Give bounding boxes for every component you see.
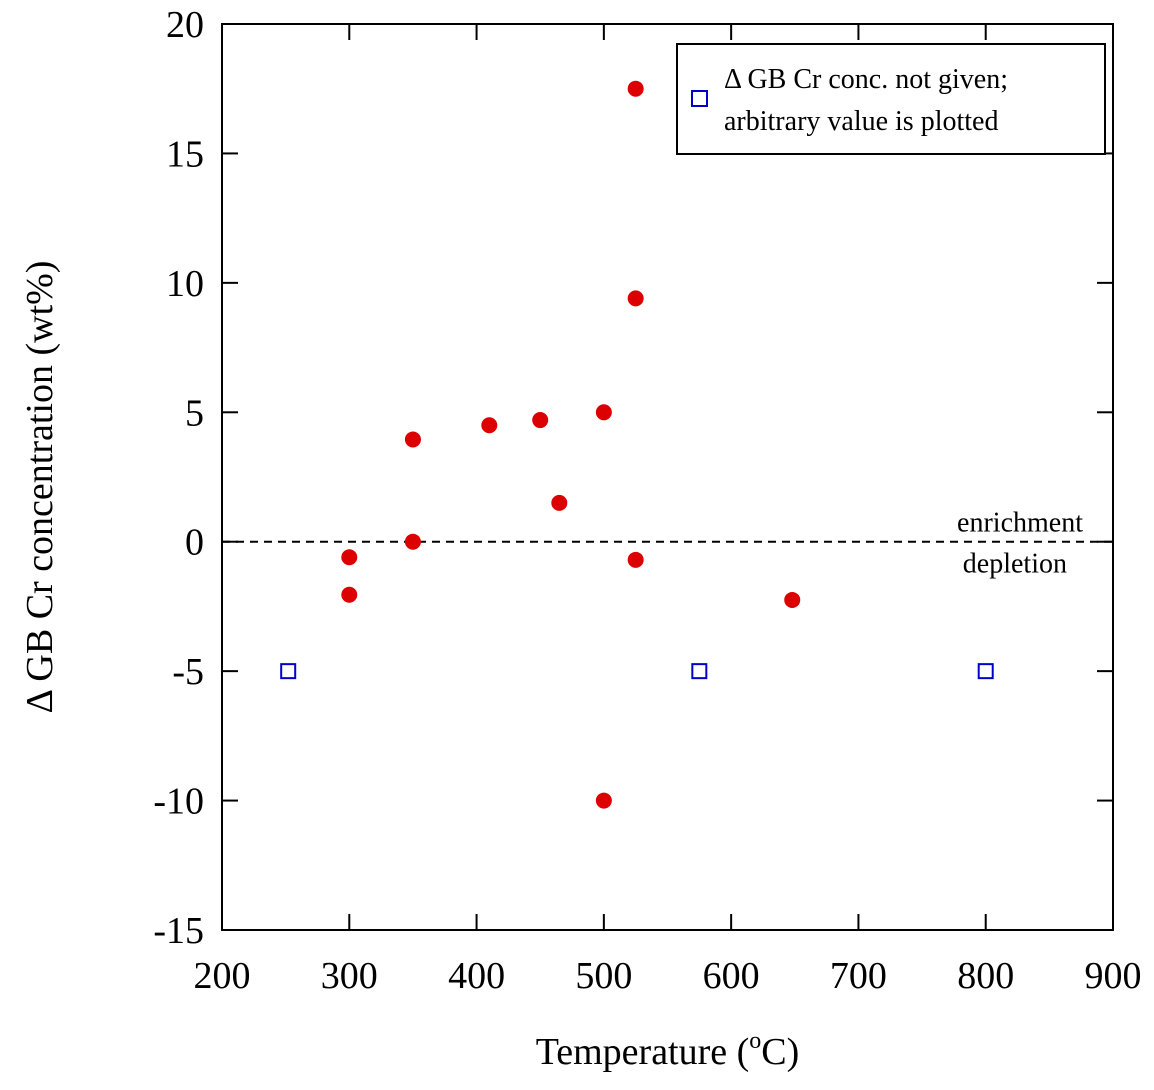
y-tick-label: 20 — [166, 4, 204, 46]
y-tick-label: -5 — [172, 651, 204, 693]
data-point-circle — [341, 586, 358, 603]
x-tick-label: 500 — [575, 955, 632, 997]
data-point-circle — [595, 404, 612, 421]
legend-marker-open-square — [691, 90, 708, 107]
x-tick-label: 400 — [448, 955, 505, 997]
data-point-circle — [784, 591, 801, 608]
data-points — [280, 80, 994, 809]
data-point-circle — [532, 412, 549, 429]
x-axis-label-prefix: Temperature ( — [536, 1031, 750, 1073]
legend-box — [676, 43, 1106, 155]
data-point-circle — [595, 792, 612, 809]
data-point-circle — [627, 290, 644, 307]
x-tick-label: 900 — [1085, 955, 1142, 997]
data-point-circle — [627, 80, 644, 97]
x-axis-label-suffix: C) — [761, 1031, 799, 1073]
y-axis-label: Δ GB Cr concentration (wt%) — [19, 261, 61, 714]
legend-label-line-2: arbitrary value is plotted — [724, 106, 998, 137]
data-point-square — [691, 663, 708, 680]
data-point-circle — [481, 417, 498, 434]
x-tick-label: 200 — [194, 955, 251, 997]
annotation-enrichment: enrichment — [957, 508, 1083, 539]
y-tick-label: -10 — [153, 781, 204, 823]
x-tick-label: 600 — [703, 955, 760, 997]
data-point-circle — [404, 431, 421, 448]
data-point-circle — [627, 551, 644, 568]
y-axis-ticks: -15 -10 -5 0 5 10 15 20 — [153, 4, 1113, 952]
x-tick-label: 800 — [957, 955, 1014, 997]
y-tick-label: 0 — [185, 522, 204, 564]
plot-frame — [221, 23, 1114, 931]
y-tick-label: 5 — [185, 392, 204, 434]
x-axis-label-superscript: o — [749, 1028, 761, 1054]
data-point-square — [977, 663, 994, 680]
y-tick-label: 10 — [166, 263, 204, 305]
x-tick-label: 700 — [830, 955, 887, 997]
data-point-circle — [341, 549, 358, 566]
y-tick-label: -15 — [153, 910, 204, 952]
annotation-depletion: depletion — [963, 549, 1067, 580]
data-point-circle — [551, 494, 568, 511]
y-tick-label: 15 — [166, 133, 204, 175]
legend-label-line-1: Δ GB Cr conc. not given; — [724, 64, 1008, 95]
data-point-circle — [404, 533, 421, 550]
x-tick-label: 300 — [321, 955, 378, 997]
x-axis-label: Temperature (oC) — [536, 1028, 800, 1073]
data-point-square — [280, 663, 297, 680]
x-axis-ticks: 200 300 400 500 600 700 800 900 — [194, 24, 1142, 997]
legend: Δ GB Cr conc. not given; arbitrary value… — [676, 43, 1106, 155]
